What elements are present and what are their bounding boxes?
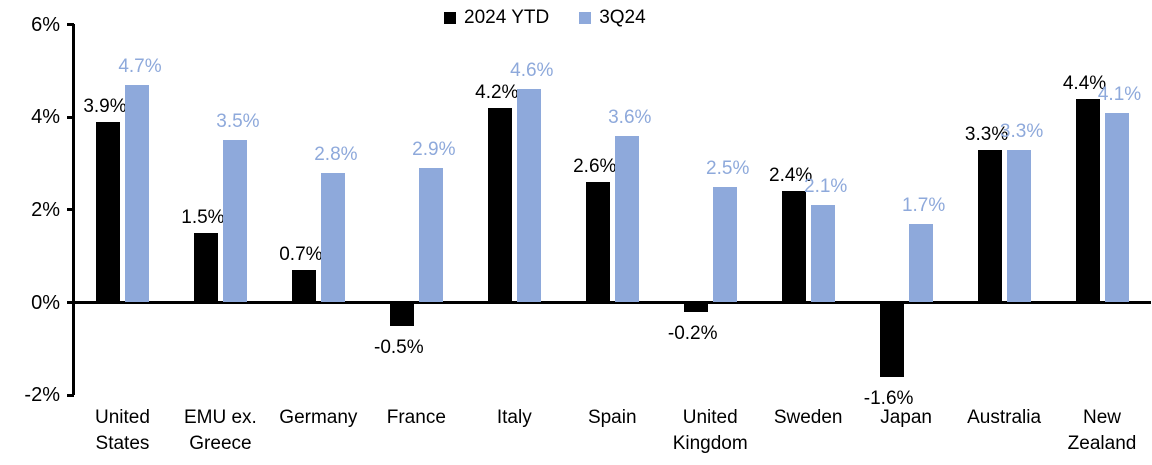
bar-3q24 — [908, 223, 933, 303]
bar-value-label: -1.6% — [863, 387, 914, 409]
bar-value-label: 2.6% — [573, 156, 617, 178]
category-label: Italy — [496, 407, 532, 428]
y-axis-tick — [66, 23, 74, 27]
bar-value-label: 3.5% — [216, 111, 260, 133]
legend-item-2024-ytd: 2024 YTD — [444, 7, 549, 29]
bar-value-label: 3.3% — [999, 120, 1044, 142]
category-label: EMU ex. Greece — [183, 407, 257, 454]
y-axis-line — [72, 24, 75, 395]
bar-value-label: 4.1% — [1097, 83, 1142, 105]
y-axis-tick-label: 6% — [31, 13, 60, 36]
category-label: Sweden — [773, 407, 843, 428]
bar-2024-ytd — [193, 233, 218, 303]
bar-2024-ytd — [487, 107, 512, 303]
bar-value-label: -0.5% — [374, 336, 424, 358]
y-axis-tick-label: 4% — [31, 106, 60, 129]
bar-value-label: 4.2% — [475, 81, 519, 103]
bar-value-label: 4.7% — [118, 55, 162, 77]
bar-3q24 — [614, 135, 639, 303]
bar-value-label: 0.7% — [279, 244, 323, 266]
bar-2024-ytd — [1075, 98, 1100, 303]
bar-value-label: 3.3% — [964, 123, 1009, 145]
y-axis-tick-label: -2% — [24, 384, 60, 407]
bar-2024-ytd — [879, 302, 904, 377]
bar-2024-ytd — [95, 121, 120, 303]
legend-label-2024-ytd: 2024 YTD — [464, 7, 550, 28]
bar-2024-ytd — [683, 302, 708, 312]
bar-2024-ytd — [977, 149, 1002, 303]
bar-value-label: 2.5% — [706, 157, 750, 179]
bar-value-label: 2.4% — [769, 165, 813, 187]
bar-3q24 — [810, 205, 835, 303]
legend-item-3q24: 3Q24 — [579, 7, 646, 29]
bar-value-label: 2.8% — [314, 143, 358, 165]
bar-2024-ytd — [291, 270, 316, 303]
legend-label-3q24: 3Q24 — [599, 7, 646, 28]
bar-3q24 — [516, 89, 541, 303]
legend-swatch-2024-ytd-icon — [444, 12, 456, 24]
bar-3q24 — [1104, 112, 1129, 303]
bar-2024-ytd — [389, 302, 414, 326]
bar-value-label: 1.7% — [901, 194, 946, 216]
bar-value-label: 3.6% — [608, 106, 652, 128]
bar-3q24 — [1006, 149, 1031, 303]
x-axis-zero-line — [72, 301, 1151, 304]
bar-2024-ytd — [585, 182, 610, 303]
y-axis-tick-label: 2% — [31, 198, 60, 221]
bar-value-label: 3.9% — [83, 95, 127, 117]
bar-value-label: -0.2% — [667, 322, 718, 344]
bar-3q24 — [222, 140, 247, 303]
chart-legend: 2024 YTD 3Q24 — [444, 7, 646, 29]
category-label: Spain — [587, 407, 637, 428]
category-label: Japan — [880, 407, 932, 428]
category-label: Germany — [279, 407, 358, 428]
y-axis-tick — [66, 208, 74, 212]
bar-value-label: 2.9% — [412, 139, 456, 161]
category-label: United States — [95, 407, 150, 454]
bar-3q24 — [124, 84, 149, 303]
y-axis-tick — [66, 115, 74, 119]
category-label: United Kingdom — [672, 407, 748, 454]
bar-value-label: 4.6% — [510, 60, 554, 82]
bar-3q24 — [418, 168, 443, 303]
bar-value-label: 2.1% — [804, 176, 848, 198]
category-label: New Zealand — [1067, 407, 1137, 454]
bar-2024-ytd — [781, 191, 806, 303]
bar-value-label: 4.4% — [1062, 72, 1107, 94]
category-label: France — [386, 407, 446, 428]
bar-value-label: 1.5% — [181, 207, 225, 228]
y-axis-tick — [66, 393, 74, 397]
bar-3q24 — [712, 186, 737, 303]
bar-3q24 — [320, 172, 345, 303]
y-axis-tick-label: 0% — [31, 291, 60, 314]
y-axis-tick — [66, 301, 74, 304]
category-label: Australia — [967, 407, 1042, 428]
legend-swatch-3q24-icon — [579, 12, 592, 24]
